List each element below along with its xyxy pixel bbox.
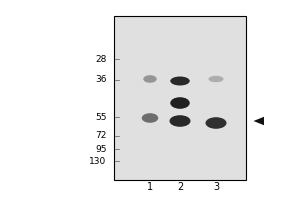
Bar — [114, 16, 246, 180]
Text: 130: 130 — [89, 156, 106, 166]
Ellipse shape — [143, 75, 157, 83]
Text: 1: 1 — [147, 182, 153, 192]
Text: 2: 2 — [177, 182, 183, 192]
Ellipse shape — [208, 76, 224, 82]
Text: 55: 55 — [95, 112, 106, 121]
Ellipse shape — [169, 115, 190, 127]
Text: 36: 36 — [95, 75, 106, 84]
Ellipse shape — [206, 117, 226, 129]
Ellipse shape — [170, 97, 190, 109]
Text: 28: 28 — [95, 54, 106, 64]
Polygon shape — [254, 117, 264, 125]
Text: 72: 72 — [95, 132, 106, 140]
Ellipse shape — [142, 113, 158, 123]
Text: 95: 95 — [95, 144, 106, 154]
Ellipse shape — [170, 76, 190, 86]
Text: 3: 3 — [213, 182, 219, 192]
